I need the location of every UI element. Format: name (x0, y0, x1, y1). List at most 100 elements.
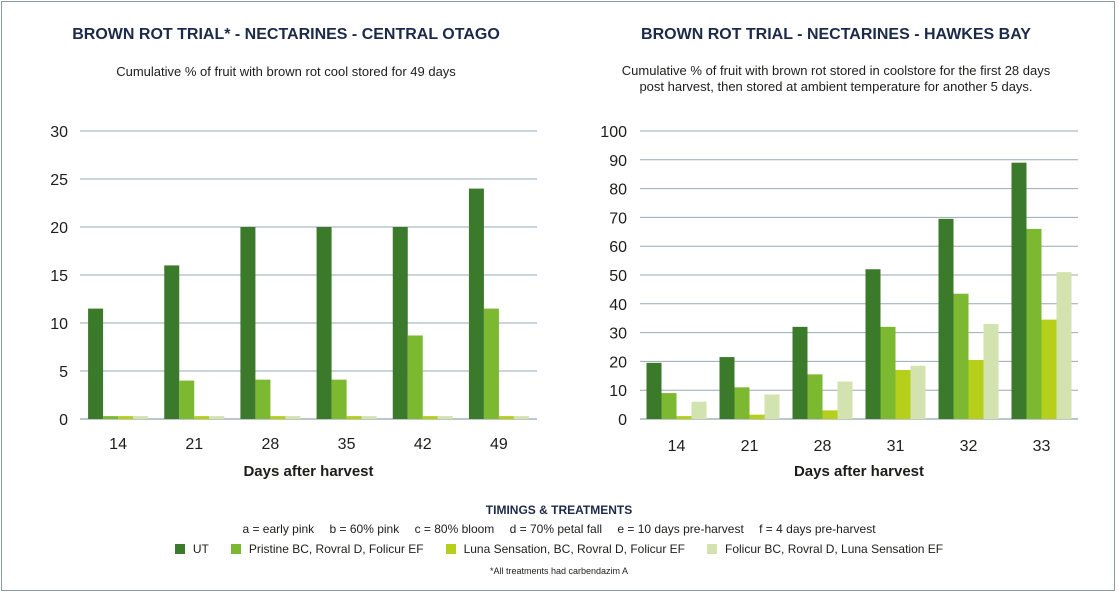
right-x-tick-label: 32 (960, 438, 978, 455)
legend-swatch-folicur (707, 544, 718, 554)
left-bar-s1-14 (88, 308, 104, 419)
left-x-tick-label: 14 (109, 436, 127, 453)
right-bar-s3-14 (676, 416, 692, 419)
right-bar-s3-33 (1041, 319, 1057, 419)
right-x-tick-label: 31 (887, 438, 905, 455)
right-y-tick-label: 0 (618, 412, 627, 429)
right-bar-s4-31 (910, 365, 926, 419)
left-bar-s2-49 (483, 308, 499, 419)
right-bar-s1-31 (865, 269, 881, 419)
left-x-tick-label: 21 (185, 436, 203, 453)
right-bar-s4-28 (837, 381, 853, 419)
left-y-tick-label: 30 (50, 124, 68, 141)
left-bar-s3-35 (346, 416, 362, 419)
right-bar-s2-28 (807, 374, 823, 419)
left-x-tick-label: 28 (262, 436, 280, 453)
legend-item-luna: Luna Sensation, BC, Rovral D, Folicur EF (445, 542, 686, 556)
left-bar-s1-35 (316, 227, 332, 419)
right-bar-s2-32 (953, 293, 969, 419)
right-bar-s4-33 (1056, 272, 1072, 419)
left-bar-s3-21 (194, 416, 210, 419)
left-y-tick-label: 15 (50, 268, 68, 285)
right-y-tick-label: 30 (609, 326, 627, 343)
right-bar-s4-32 (983, 323, 999, 419)
right-y-tick-label: 20 (609, 354, 627, 371)
legend-item-folicur: Folicur BC, Rovral D, Luna Sensation EF (707, 542, 943, 556)
right-x-tick-label: 28 (814, 438, 832, 455)
left-bar-s1-21 (164, 265, 180, 419)
left-y-tick-label: 0 (59, 412, 68, 429)
left-bar-s4-42 (437, 416, 453, 419)
left-bar-s2-35 (331, 379, 347, 419)
right-bar-s1-21 (719, 357, 735, 419)
right-y-tick-label: 70 (609, 210, 627, 227)
left-bar-s1-42 (392, 227, 408, 419)
timing-e: e = 10 days pre-harvest (617, 522, 744, 536)
left-bar-s1-28 (240, 227, 256, 419)
right-bar-s3-31 (895, 370, 911, 419)
legend-block: TIMINGS & TREATMENTS a = early pink b = … (0, 503, 1118, 576)
timings-list: a = early pink b = 60% pink c = 80% bloo… (0, 522, 1118, 536)
legend-label-pristine: Pristine BC, Rovral D, Folicur EF (248, 542, 424, 556)
footnote: *All treatments had carbendazim A (489, 566, 629, 576)
legend-label-luna: Luna Sensation, BC, Rovral D, Folicur EF (463, 542, 686, 556)
legend-label-folicur: Folicur BC, Rovral D, Luna Sensation EF (725, 542, 944, 556)
right-x-tick-label: 21 (741, 438, 759, 455)
left-x-tick-label: 42 (414, 436, 432, 453)
right-y-tick-label: 60 (609, 239, 627, 256)
right-x-axis-label: Days after harvest (794, 463, 924, 480)
right-y-tick-label: 40 (609, 297, 627, 314)
right-chart-subtitle-line2: post harvest, then stored at ambient tem… (639, 79, 1033, 94)
timing-f: f = 4 days pre-harvest (759, 522, 876, 536)
left-y-tick-label: 10 (50, 316, 68, 333)
right-bar-s3-21 (749, 414, 765, 419)
right-bar-s3-32 (968, 359, 984, 419)
legend-swatch-luna (445, 544, 456, 554)
right-y-tick-label: 50 (609, 268, 627, 285)
timing-a: a = early pink (242, 522, 315, 536)
legend-swatch-ut (174, 544, 185, 554)
left-x-axis-label: Days after harvest (243, 463, 373, 480)
right-bar-s4-14 (691, 401, 707, 419)
right-bar-s4-21 (764, 394, 780, 419)
right-chart-title: BROWN ROT TRIAL - NECTARINES - HAWKES BA… (641, 26, 1031, 43)
left-x-tick-label: 49 (490, 436, 508, 453)
legend-title: TIMINGS & TREATMENTS (485, 503, 633, 517)
left-bar-s3-49 (498, 416, 514, 419)
right-y-tick-label: 90 (609, 153, 627, 170)
left-bar-s3-14 (118, 416, 134, 419)
left-y-tick-label: 5 (59, 364, 68, 381)
legend-items: UT Pristine BC, Rovral D, Folicur EF Lun… (0, 542, 1118, 556)
legend-item-ut: UT (174, 542, 209, 556)
right-x-tick-label: 33 (1033, 438, 1051, 455)
right-bar-s2-33 (1026, 228, 1042, 419)
left-chart-title: BROWN ROT TRIAL* - NECTARINES - CENTRAL … (72, 26, 500, 43)
left-bar-s2-42 (407, 335, 423, 419)
left-bar-s4-28 (285, 416, 301, 419)
left-bar-s2-14 (103, 416, 119, 419)
legend-swatch-pristine (230, 544, 241, 554)
left-bar-s2-28 (255, 379, 271, 419)
right-y-tick-label: 10 (609, 383, 627, 400)
left-bar-s3-28 (270, 416, 286, 419)
left-bar-s3-42 (422, 416, 438, 419)
left-bar-s4-21 (209, 416, 225, 419)
left-bar-s4-35 (361, 416, 377, 419)
right-chart-subtitle: Cumulative % of fruit with brown rot sto… (558, 63, 1114, 95)
timing-d: d = 70% petal fall (509, 522, 603, 536)
legend-label-ut: UT (192, 542, 209, 556)
left-x-tick-label: 35 (338, 436, 356, 453)
right-bar-s1-33 (1011, 162, 1027, 419)
right-bar-s1-14 (646, 362, 662, 419)
right-bar-s2-14 (661, 393, 677, 419)
timing-b: b = 60% pink (329, 522, 400, 536)
right-bar-s3-28 (822, 410, 838, 419)
right-bar-s2-31 (880, 326, 896, 419)
right-chart-subtitle-line1: Cumulative % of fruit with brown rot sto… (621, 63, 1051, 78)
right-bar-s1-32 (938, 218, 954, 419)
left-bar-s1-49 (468, 188, 484, 419)
left-bar-s4-14 (133, 416, 149, 419)
left-y-tick-label: 20 (50, 220, 68, 237)
